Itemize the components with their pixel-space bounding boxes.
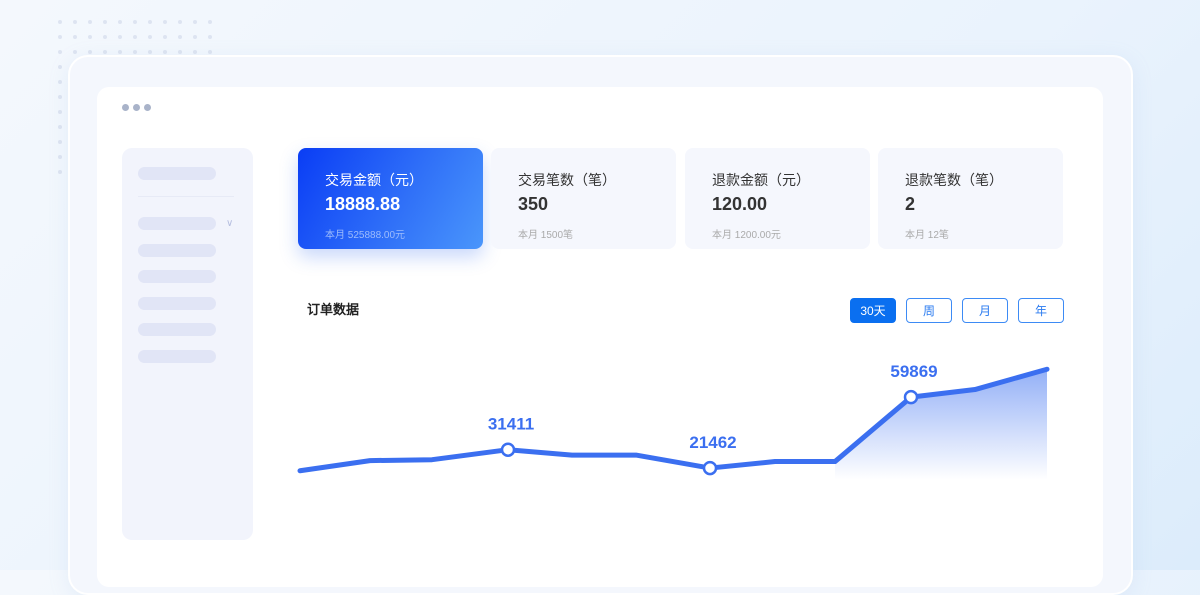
card-subtext: 本月 12笔 (905, 230, 949, 241)
data-point[interactable] (903, 389, 919, 405)
sidebar-item[interactable] (138, 323, 216, 336)
dot (208, 35, 212, 39)
dot (148, 35, 152, 39)
sidebar-item[interactable] (138, 217, 216, 230)
stat-card-refund-count[interactable]: 退款笔数（笔） 2 本月 12笔 (878, 148, 1063, 249)
dot (178, 20, 182, 24)
dot (58, 140, 62, 144)
sidebar: ∨ (122, 148, 253, 540)
card-value: 350 (518, 194, 549, 214)
range-button-week[interactable]: 周 (906, 298, 952, 323)
dot (73, 20, 77, 24)
data-label: 59869 (890, 362, 937, 381)
sidebar-item[interactable] (138, 270, 216, 283)
sidebar-item[interactable] (138, 244, 216, 257)
card-title: 退款笔数（笔） (905, 172, 1003, 188)
data-point[interactable] (702, 460, 718, 476)
card-title: 退款金额（元） (712, 172, 810, 188)
dot (58, 95, 62, 99)
dot (88, 50, 92, 54)
dot (103, 20, 107, 24)
dot (73, 35, 77, 39)
dot (103, 35, 107, 39)
dot (208, 20, 212, 24)
divider (138, 196, 234, 197)
dot (103, 50, 107, 54)
window-dots-icon (122, 104, 151, 111)
card-value: 2 (905, 194, 916, 214)
dot (73, 50, 77, 54)
dot (118, 50, 122, 54)
dot (193, 50, 197, 54)
card-subtext: 本月 525888.00元 (325, 230, 406, 241)
dot (148, 50, 152, 54)
dot (58, 125, 62, 129)
dot (88, 20, 92, 24)
series-line (297, 366, 1050, 474)
dot (118, 20, 122, 24)
area-fill (835, 369, 1047, 480)
card-subtext: 本月 1200.00元 (712, 230, 781, 241)
card-title: 交易金额（元） (325, 172, 423, 188)
dot (133, 50, 137, 54)
dot (178, 35, 182, 39)
dot (58, 35, 62, 39)
dot (58, 50, 62, 54)
data-label: 21462 (689, 433, 736, 452)
dot (133, 35, 137, 39)
dot (178, 50, 182, 54)
sidebar-placeholder (138, 167, 216, 180)
dot (193, 35, 197, 39)
stat-card-refund-amount[interactable]: 退款金额（元） 120.00 本月 1200.00元 (685, 148, 870, 249)
dot (208, 50, 212, 54)
data-point[interactable] (500, 442, 516, 457)
dot (163, 50, 167, 54)
dot (163, 20, 167, 24)
dot (58, 170, 62, 174)
dot (193, 20, 197, 24)
order-line-chart: 31411 21462 59869 (297, 362, 1050, 480)
card-title: 交易笔数（笔） (518, 172, 616, 188)
dot (58, 20, 62, 24)
stat-card-transaction-count[interactable]: 交易笔数（笔） 350 本月 1500笔 (491, 148, 676, 249)
dot (88, 35, 92, 39)
dot (58, 110, 62, 114)
stat-card-transaction-amount[interactable]: 交易金额（元） 18888.88 本月 525888.00元 (298, 148, 483, 249)
dot (58, 80, 62, 84)
card-value: 120.00 (712, 194, 768, 214)
dot (148, 20, 152, 24)
dot (118, 35, 122, 39)
dot (58, 155, 62, 159)
sidebar-item[interactable] (138, 297, 216, 310)
data-label: 31411 (488, 415, 534, 434)
decorative-dot-grid (58, 20, 212, 174)
range-button-month[interactable]: 月 (962, 298, 1008, 323)
range-button-30-days[interactable]: 30天 (850, 298, 896, 323)
sidebar-item[interactable] (138, 350, 216, 363)
card-subtext: 本月 1500笔 (518, 230, 574, 241)
dot (163, 35, 167, 39)
chevron-down-icon[interactable]: ∨ (226, 218, 234, 229)
dot (58, 65, 62, 69)
card-value: 18888.88 (325, 194, 401, 214)
section-title: 订单数据 (307, 302, 360, 317)
range-button-year[interactable]: 年 (1018, 298, 1064, 323)
dot (133, 20, 137, 24)
